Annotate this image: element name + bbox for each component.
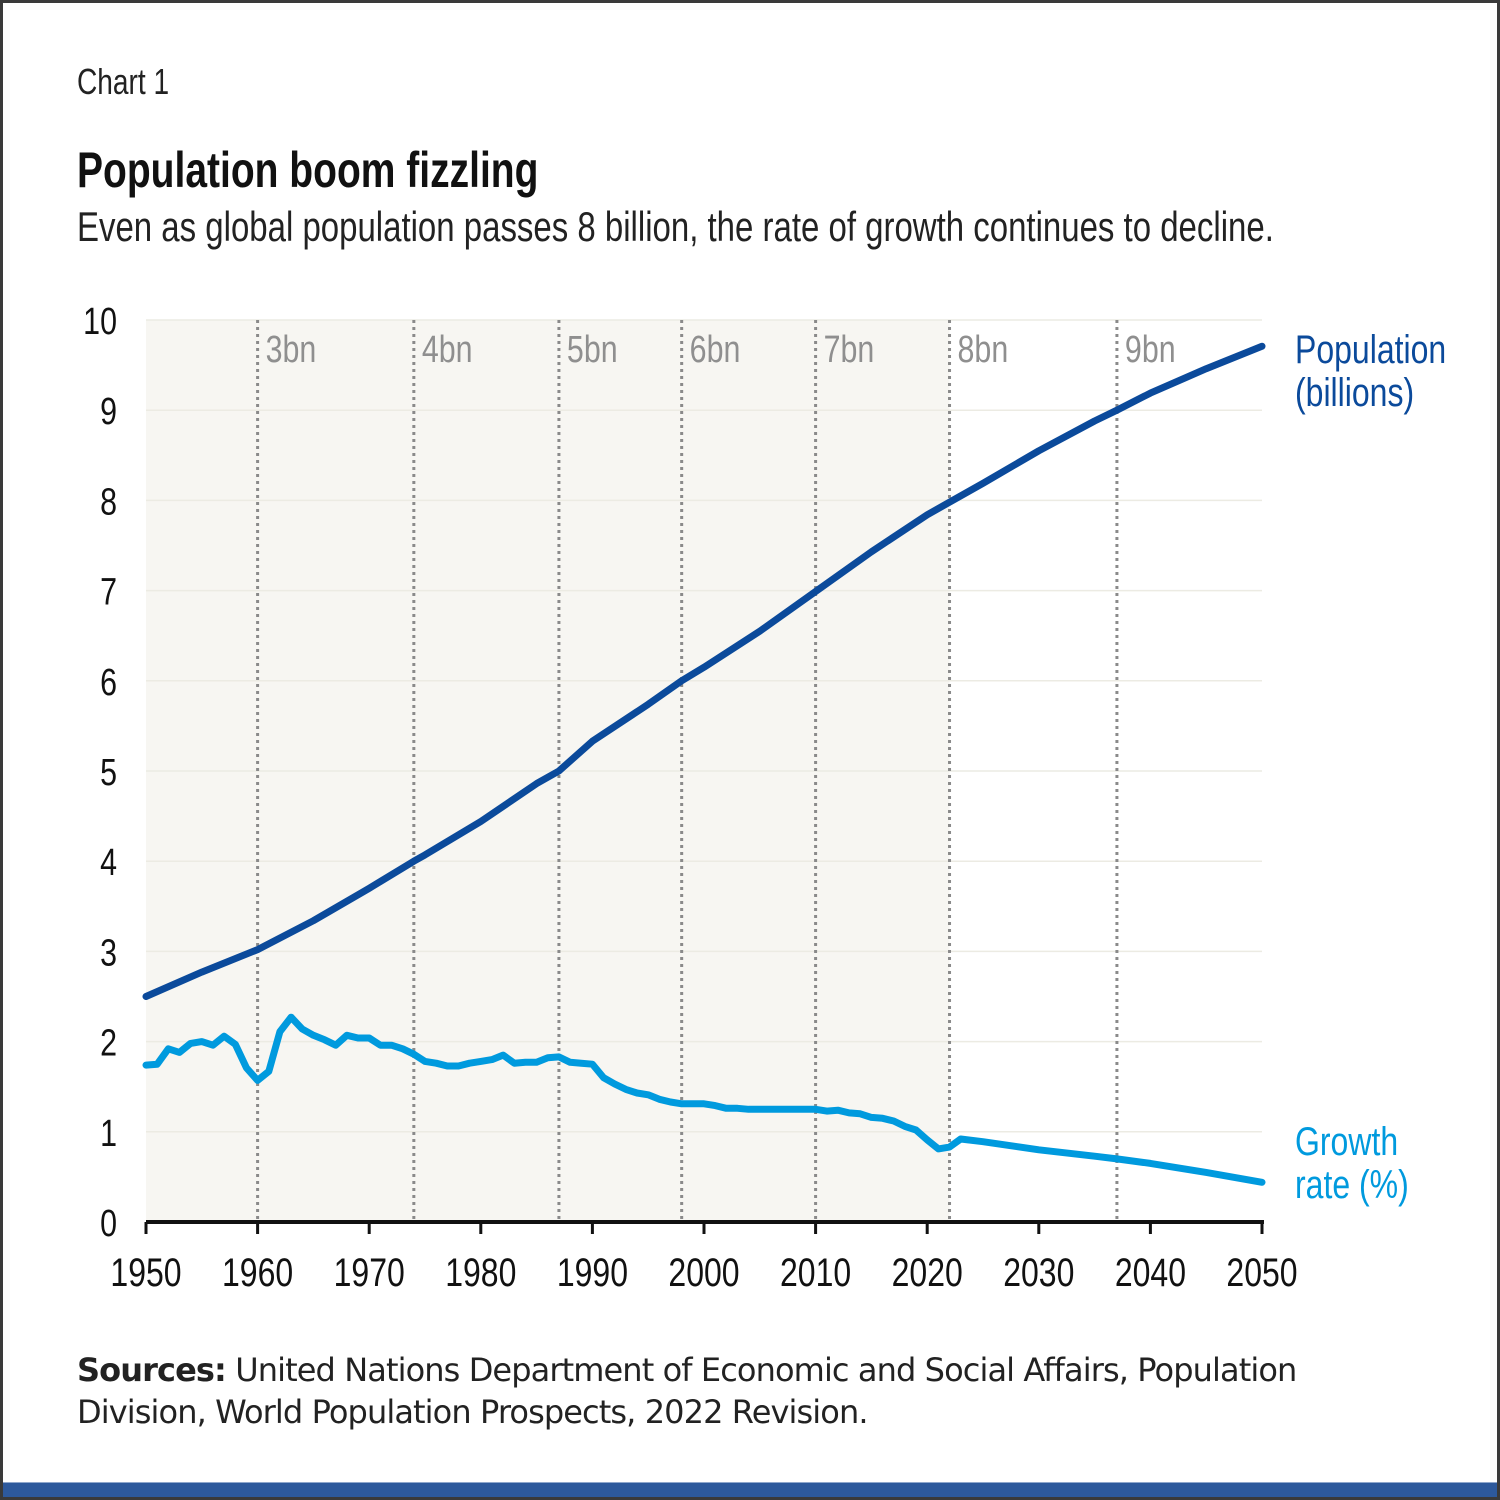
y-tick-label: 6: [100, 662, 117, 704]
milestone-label: 4bn: [422, 329, 473, 371]
population-legend-label: (billions): [1295, 370, 1414, 415]
population-line: [142, 342, 1266, 1000]
chart-title-text: Population boom fizzling: [77, 142, 539, 198]
chart-label: Chart 1: [77, 61, 195, 103]
x-tick-label: 2000: [668, 1250, 739, 1295]
x-tick-label: 1980: [445, 1250, 516, 1295]
x-tick-label: 2050: [1226, 1250, 1297, 1295]
source-label: Sources:: [77, 1351, 227, 1389]
bottom-bar: [3, 1482, 1497, 1497]
milestone-label: 7bn: [824, 329, 875, 371]
milestone-label: 3bn: [266, 329, 317, 371]
population-legend-label: Population: [1295, 327, 1446, 372]
source-note: Sources: United Nations Department of Ec…: [77, 1349, 1357, 1433]
y-tick-label: 2: [100, 1022, 117, 1064]
y-tick-label: 0: [100, 1203, 117, 1245]
milestone-label: 6bn: [690, 329, 741, 371]
y-tick-label: 7: [100, 571, 117, 613]
x-tick-label: 1970: [334, 1250, 405, 1295]
x-tick-label: 2040: [1115, 1250, 1186, 1295]
y-tick-label: 5: [100, 752, 117, 794]
growth-rate-legend-label: Growth: [1295, 1119, 1398, 1164]
x-tick-label: 1960: [222, 1250, 293, 1295]
growth-rate-legend-label: rate (%): [1295, 1162, 1409, 1207]
x-tick-label: 1990: [557, 1250, 628, 1295]
y-tick-label: 10: [83, 301, 117, 343]
source-text: United Nations Department of Economic an…: [77, 1351, 1297, 1431]
y-tick-label: 1: [100, 1113, 117, 1155]
y-tick-label: 8: [100, 481, 117, 523]
milestone-label: 5bn: [567, 329, 618, 371]
x-tick-label: 2020: [892, 1250, 963, 1295]
x-tick-label: 1950: [110, 1250, 181, 1295]
chart-label-text: Chart 1: [77, 61, 170, 102]
x-tick-label: 2030: [1003, 1250, 1074, 1295]
x-tick-label: 2010: [780, 1250, 851, 1295]
chart-title: Population boom fizzling: [77, 141, 669, 199]
y-tick-label: 9: [100, 391, 117, 433]
y-tick-label: 3: [100, 932, 117, 974]
chart-subtitle: Even as global population passes 8 billi…: [77, 203, 1497, 251]
line-chart: 0 1 2 3 4 5 6 7 8 9 10 3bn 4bn 5bn 6bn 7bn 8bn 9bn 1950 196…: [83, 301, 1446, 1295]
chart-subtitle-text: Even as global population passes 8 billi…: [77, 203, 1274, 250]
milestone-label: 8bn: [958, 329, 1009, 371]
y-tick-label: 4: [100, 842, 117, 884]
milestone-label: 9bn: [1125, 329, 1176, 371]
